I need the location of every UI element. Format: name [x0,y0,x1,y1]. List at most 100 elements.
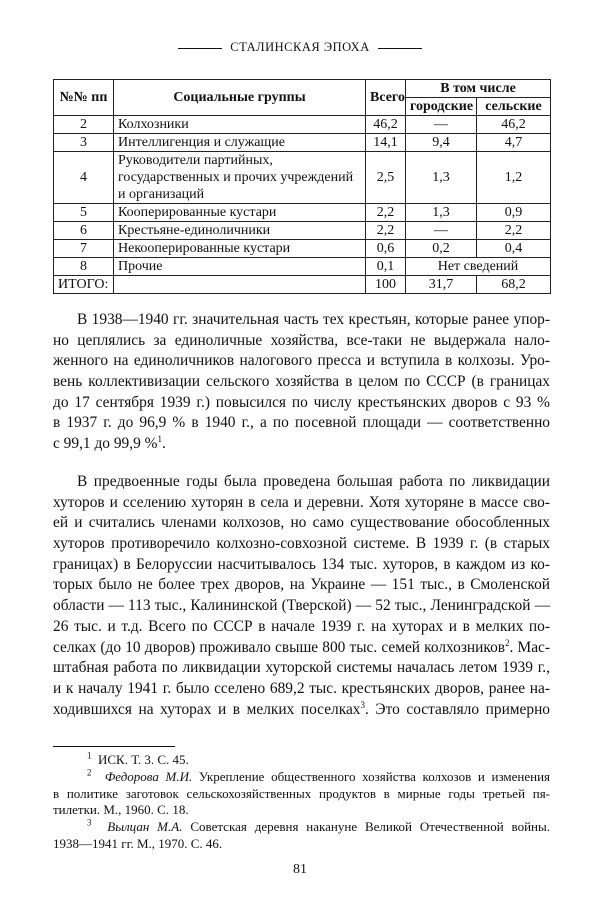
cell-group: Крестьяне-единоличники [113,221,366,240]
header-rural: сельские [475,97,552,116]
text-line: в 1937 г. до 96,9 % в 1940 г., а по посе… [53,414,550,432]
text-line: до 17 сентября 1939 г.) повысился по чис… [53,393,550,411]
header-group: Социальные группы [113,79,366,116]
text-line: ходившихся на хуторах и в мелких поселка… [53,700,550,721]
footnotes: 1 ИСК. Т. 3. С. 45. 2 Федорова М.И. Укре… [53,752,550,853]
footnote-number: 1 [87,752,92,761]
text-line: с 99,1 до 99,9 %1. [53,434,550,455]
page-number: 81 [293,862,307,877]
cell-total: 2,5 [365,151,406,204]
cell-rural: 4,7 [475,133,552,152]
text-line: В 1938—1940 гг. значительная часть тех к… [77,311,550,328]
footnote-author: Вылцан М.А. [107,819,183,835]
cell-num: 3 [53,133,114,152]
text-line: 26 тыс. и т.д. Всего по СССР в начале 19… [53,617,550,635]
footnote-number: 2 [87,768,92,778]
footnote-ref[interactable]: 3 [360,699,366,710]
cell-urban: 1,3 [405,151,477,204]
cell-rural: 2,2 [475,221,552,240]
cell-rural: 68,2 [475,275,552,294]
cell-total: 14,1 [365,133,406,152]
text-line: ей и считались членами колхозов, но само… [53,514,550,532]
text-line: женного на единоличников налогового прес… [53,352,550,370]
table-row: 6 Крестьяне-единоличники 2,2—2,2 [53,221,552,240]
cell-total: 0,1 [365,257,406,276]
text-line: вень коллективизации сельского хозяйства… [53,373,550,391]
footnote-text: Укрепление общественного хозяйства колхо… [192,768,550,784]
table-row: 4 Руководители партийных, государственных … [53,151,552,204]
cell-urban: — [405,115,477,134]
text-span: . Это составляло примерно [365,700,550,718]
cell-num: 6 [53,221,114,240]
footnote-ref[interactable]: 1 [157,434,162,444]
table-total-row: ИТОГО: 100 31,7 68,2 [53,275,552,294]
cell-group: Руководители партийных, государственных и… [113,151,366,204]
cell-empty [113,275,366,294]
footnote-3: 3 Вылцан М.А. Советская деревня накануне… [53,819,550,836]
cell-urban: 0,2 [405,239,477,258]
header-num: №№ пп [53,79,114,116]
table-header-row: №№ пп Социальные группы Всего В том числ… [53,79,552,116]
cell-total: 2,2 [365,203,406,222]
text-line: хуторов и сселению хуторян в села и дере… [53,493,550,511]
text-line: области — 113 тыс., Калининской (Тверско… [53,597,550,615]
header-including: В том числе [404,79,552,98]
head-rule-left [178,47,223,49]
cell-urban: 1,3 [405,203,477,222]
text-line: штабная работа по ликвидации хуторской с… [53,659,550,677]
text-line: хуторов противоречило колхозно-совхозной… [53,535,550,553]
cell-group: Прочие [113,257,366,276]
cell-total: 0,6 [365,239,406,258]
cell-no-data: Нет сведений [404,257,552,276]
paragraph-2: В предвоенные годы была проведена больша… [53,472,550,720]
cell-total: 2,2 [365,221,406,240]
footnote-author: Федорова М.И. [104,768,193,784]
cell-total: 100 [365,275,406,294]
text-span: с 99,1 до 99,9 % [53,435,158,453]
running-head: СТАЛИНСКАЯ ЭПОХА [0,40,600,55]
header-total: Всего [365,79,406,116]
text-line: границах) в Белоруссии насчитывалось 134… [53,555,550,573]
text-span: селках (до 10 дворов) проживало свыше 80… [53,638,506,656]
footnote-1: 1 ИСК. Т. 3. С. 45. [53,752,550,769]
cell-num: 7 [53,239,114,258]
cell-urban: 31,7 [405,275,477,294]
cell-group-line: Руководители партийных, [118,153,273,168]
cell-group: Некооперированные кустари [113,239,366,258]
cell-total-label: ИТОГО: [53,275,114,294]
text-line: селках (до 10 дворов) проживало свыше 80… [53,638,550,659]
text-line: и к началу 1941 г. было сселено 689,2 ты… [53,679,550,697]
cell-rural: 0,4 [475,239,552,258]
footnote-number: 3 [87,819,92,828]
cell-group: Колхозники [113,115,366,134]
running-head-title: СТАЛИНСКАЯ ЭПОХА [230,40,370,54]
text-line: но цеплялись за единоличные хозяйства, в… [53,331,550,349]
cell-group-line: и организаций [118,187,205,202]
table-row: 5 Кооперированные кустари 2,2 1,3 0,9 [53,203,552,222]
text-span: ходившихся на хуторах и в мелких поселка… [53,700,361,718]
head-rule-right [377,47,422,49]
cell-num: 5 [53,203,114,222]
table-row: 3 Интеллигенция и служащие 14,1 9,4 4,7 [53,133,552,152]
cell-urban: — [405,221,477,240]
cell-rural: 46,2 [475,115,552,134]
cell-group: Интеллигенция и служащие [113,133,366,152]
text-line: В предвоенные годы была проведена больша… [77,473,550,490]
cell-group: Кооперированные кустари [113,203,366,222]
footnote-2-line: в политике заготовок сельскохозяйственны… [53,785,550,801]
paragraph-1: В 1938—1940 гг. значительная часть тех к… [53,310,550,455]
cell-rural: 1,2 [475,151,552,204]
social-groups-table: №№ пп Социальные группы Всего В том числ… [53,79,552,294]
cell-num: 2 [53,115,114,134]
cell-total: 46,2 [365,115,406,134]
text-span: . [161,435,166,453]
table-row: 2 Колхозники 46,2—46,2 [53,115,552,134]
footnote-ref[interactable]: 2 [505,637,510,648]
table-row: 8 Прочие 0,1 Нет сведений [53,257,552,276]
footnote-2: 2 Федорова М.И. Укрепление общественного… [53,769,550,786]
text-line: торых было не более трех дворов, на Укра… [53,576,550,594]
footnote-text: ИСК. Т. 3. С. 45. [98,752,189,767]
table-row: 7 Некооперированные кустари 0,6 0,2 0,4 [53,239,552,258]
cell-num: 4 [53,151,114,204]
footnote-separator [53,746,175,747]
